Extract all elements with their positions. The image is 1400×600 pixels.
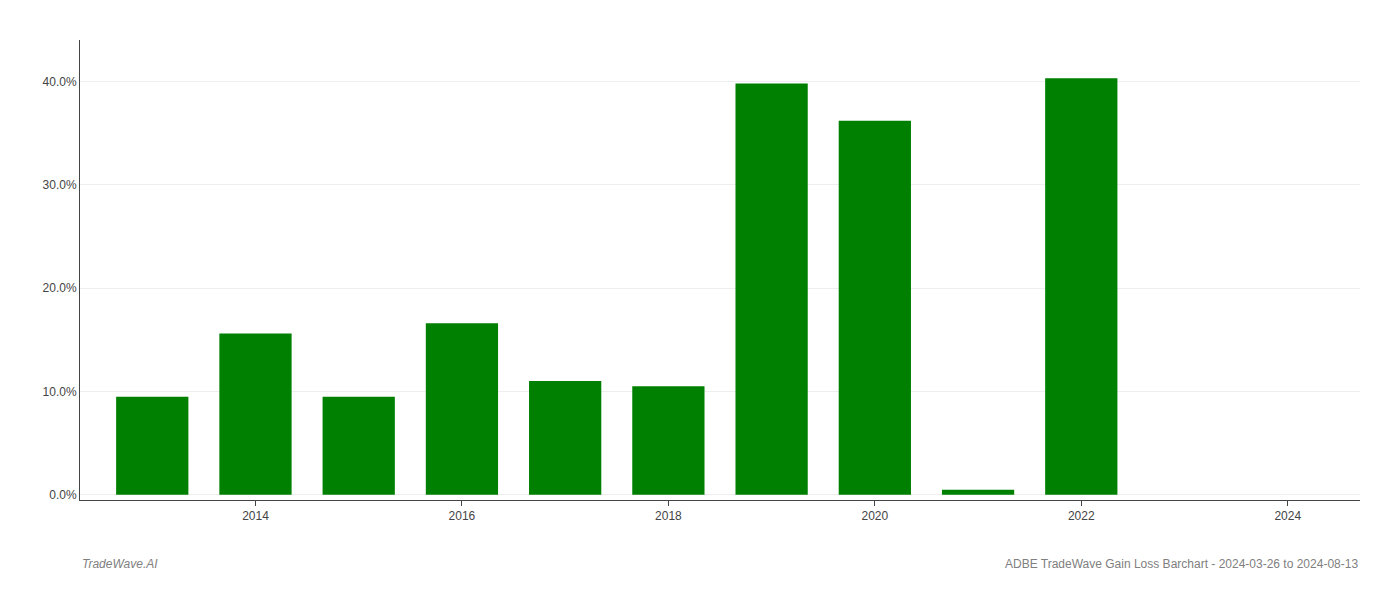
svg-text:TradeWave.AI: TradeWave.AI [82, 557, 158, 571]
svg-text:2014: 2014 [242, 509, 269, 523]
svg-text:ADBE TradeWave Gain Loss Barch: ADBE TradeWave Gain Loss Barchart - 2024… [1005, 557, 1358, 571]
svg-text:10.0%: 10.0% [43, 385, 77, 399]
svg-text:40.0%: 40.0% [43, 75, 77, 89]
svg-text:20.0%: 20.0% [43, 281, 77, 295]
svg-text:2022: 2022 [1068, 509, 1095, 523]
svg-text:30.0%: 30.0% [43, 178, 77, 192]
svg-text:2016: 2016 [449, 509, 476, 523]
svg-text:0.0%: 0.0% [49, 488, 77, 502]
svg-text:2024: 2024 [1274, 509, 1301, 523]
svg-text:2018: 2018 [655, 509, 682, 523]
svg-text:2020: 2020 [861, 509, 888, 523]
